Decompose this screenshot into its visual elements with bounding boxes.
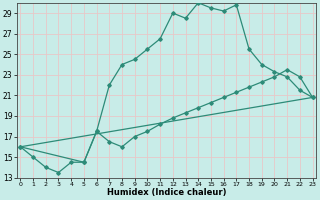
X-axis label: Humidex (Indice chaleur): Humidex (Indice chaleur) bbox=[107, 188, 226, 197]
